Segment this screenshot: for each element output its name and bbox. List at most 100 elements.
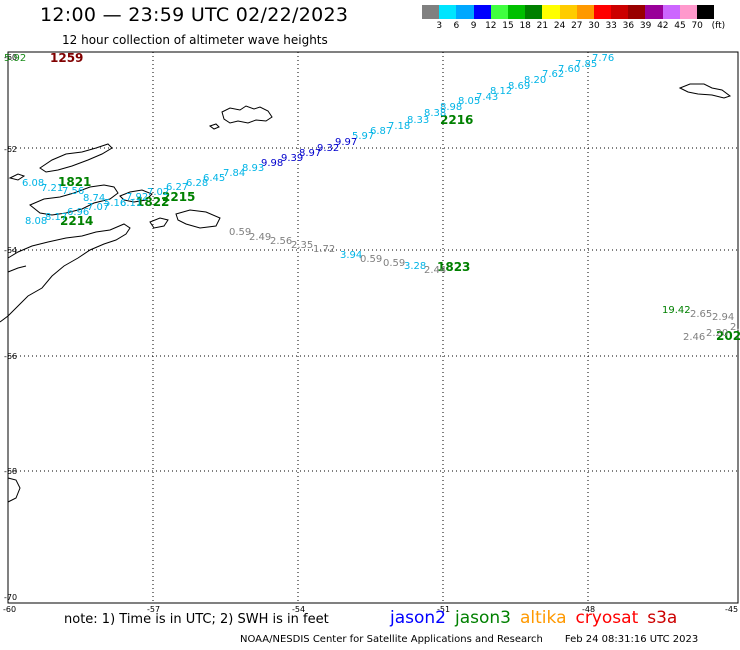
wave-height-label: 2.59 <box>730 322 740 333</box>
wave-height-label: 8.97 <box>299 148 321 159</box>
lon-label: -45 <box>725 605 738 614</box>
satellite-legend-item: jason2 <box>390 608 446 628</box>
lat-label: -64 <box>4 246 17 255</box>
color-scale-tick: 33 <box>605 21 617 31</box>
color-swatch <box>473 5 491 19</box>
color-scale-tick: 36 <box>622 21 635 31</box>
pass-time-label: 1823 <box>437 260 470 274</box>
wave-height-label: 6.87 <box>370 126 392 137</box>
wave-height-label: 7.07 <box>87 202 109 213</box>
color-swatch <box>542 5 560 19</box>
satellite-legend-item: altika <box>520 608 567 628</box>
color-scale-tick: 6 <box>453 21 460 31</box>
wave-height-label: 6.45 <box>203 173 225 184</box>
generated-timestamp: Feb 24 08:31:16 UTC 2023 <box>564 634 699 645</box>
wave-height-label: 7.85 <box>575 59 597 70</box>
wave-height-label: 7.18 <box>388 121 410 132</box>
color-scale-unit: (ft) <box>711 21 726 31</box>
satellite-legend-item: s3a <box>647 608 678 628</box>
color-swatch <box>439 5 457 19</box>
wave-height-label: 9.98 <box>261 158 283 169</box>
wave-height-label: 6.96 <box>67 207 89 218</box>
color-swatch <box>525 5 543 19</box>
wave-height-label: 3.94 <box>340 250 362 261</box>
wave-height-label: 7.62 <box>542 69 564 80</box>
satellite-legend-item: cryosat <box>575 608 639 628</box>
credit-line: NOAA/NESDIS Center for Satellite Applica… <box>240 634 720 645</box>
wave-height-label: 7.21 <box>41 183 63 194</box>
wave-height-label: 2.65 <box>690 309 712 320</box>
wave-height-label: 0.59 <box>383 258 405 269</box>
color-swatch <box>559 5 577 19</box>
color-scale-tick: 42 <box>657 21 669 31</box>
pass-time-label: 202 <box>716 329 740 343</box>
color-scale-tick: 30 <box>588 21 600 31</box>
color-scale-tick: 39 <box>639 21 652 31</box>
color-scale-tick: 45 <box>674 21 686 31</box>
color-swatch <box>593 5 612 19</box>
color-swatch <box>662 5 680 19</box>
lat-labels: -60 -62 -64 -66 -68 -70 <box>4 53 17 602</box>
color-scale-tick: 9 <box>470 21 477 31</box>
color-swatch <box>490 5 508 19</box>
color-scale-tick: 15 <box>502 21 514 31</box>
wave-height-label: 9.39 <box>281 153 303 164</box>
color-swatch <box>422 5 440 19</box>
color-scale-tick: 27 <box>571 21 583 31</box>
wave-height-label: 8.08 <box>25 216 47 227</box>
wave-height-label: 6.08 <box>22 178 44 189</box>
color-swatch <box>697 5 715 19</box>
wave-height-label: 2.49 <box>249 232 271 243</box>
wave-height-label: 7.76 <box>592 53 614 64</box>
wave-height-label: 8.20 <box>524 75 546 86</box>
grid-lines <box>8 52 738 603</box>
color-scale-tick: 12 <box>485 21 497 31</box>
page-subtitle: 12 hour collection of altimeter wave hei… <box>62 33 328 47</box>
wave-height-label: 8.98 <box>440 102 462 113</box>
wave-height-label: 2.56 <box>270 236 292 247</box>
wave-height-label: 3.28 <box>404 261 426 272</box>
pass-time-label: 1822 <box>136 195 169 209</box>
lat-label: -68 <box>4 467 17 476</box>
lat-label: -70 <box>4 593 17 602</box>
wave-height-label: 8.38 <box>424 108 446 119</box>
wave-height-color-scale <box>422 5 715 19</box>
wave-height-label: 7.92 <box>126 192 148 203</box>
wave-height-label: 2.44 <box>424 265 446 276</box>
wave-height-label: 2.35 <box>291 240 313 251</box>
lat-label: -60 <box>4 53 17 62</box>
wave-height-label: 7.43 <box>476 92 498 103</box>
coastlines <box>0 83 732 503</box>
lat-label: -62 <box>4 145 17 154</box>
pass-time-label: 1259 <box>50 51 83 65</box>
color-scale-tick: 21 <box>536 21 549 31</box>
satellite-legend: jason2 jason3 altika cryosat s3a <box>390 608 686 628</box>
color-swatch <box>611 5 629 19</box>
wave-height-label: 8.12 <box>490 86 512 97</box>
wave-height-label: 19.42 <box>662 305 691 316</box>
color-swatch <box>645 5 663 19</box>
wave-height-label: 5.97 <box>352 131 374 142</box>
lon-label: -60 <box>3 605 16 614</box>
footnote: note: 1) Time is in UTC; 2) SWH is in fe… <box>64 612 329 627</box>
satellite-legend-item: jason3 <box>455 608 511 628</box>
wave-height-label: 9.32 <box>317 143 339 154</box>
credit-text: NOAA/NESDIS Center for Satellite Applica… <box>240 634 543 645</box>
pass-time-label: 2214 <box>60 214 93 228</box>
color-scale-tick: 70 <box>691 21 703 31</box>
wave-height-label: 2.46 <box>683 332 705 343</box>
wave-height-label: 7.60 <box>558 64 580 75</box>
wave-height-label: 8.17 <box>45 212 67 223</box>
wave-height-label: 7.56 <box>62 186 84 197</box>
wave-height-label: 2.94 <box>712 312 734 323</box>
wave-height-label: 6.27 <box>166 182 188 193</box>
wave-height-label: 8.74 <box>83 193 105 204</box>
wave-height-label: 0.59 <box>229 227 251 238</box>
pass-time-label: 2215 <box>162 190 195 204</box>
wave-height-label: 2.20 <box>706 328 728 339</box>
wave-height-label: 5.92 <box>4 53 26 64</box>
lon-label: -48 <box>582 605 595 614</box>
color-swatch <box>507 5 526 19</box>
